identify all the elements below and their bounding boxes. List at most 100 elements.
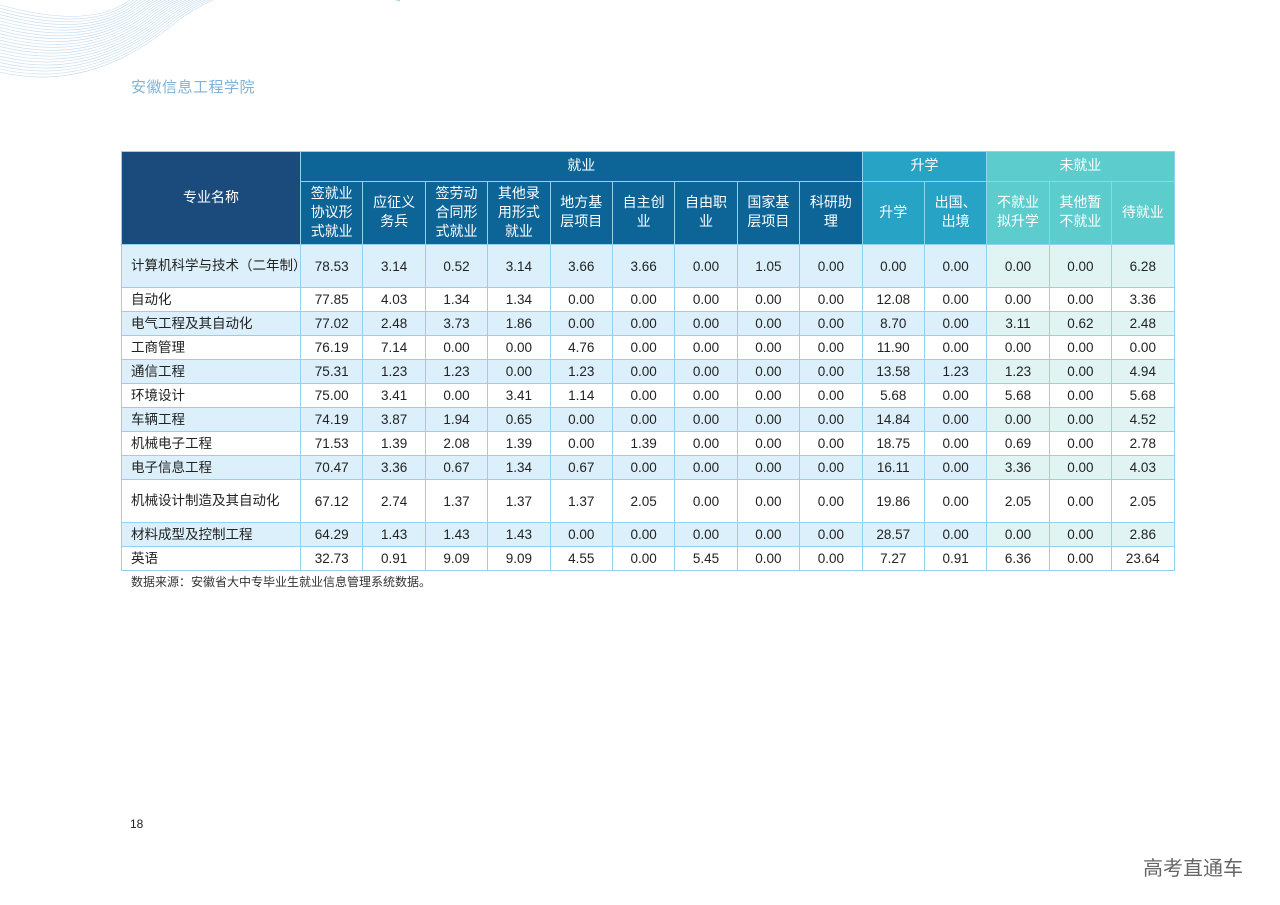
column-header: 其他录用形式就业 — [487, 181, 551, 245]
value-cell: 1.37 — [424, 479, 489, 523]
value-cell: 0.00 — [986, 407, 1050, 432]
value-cell: 0.00 — [1048, 522, 1113, 547]
value-cell: 3.66 — [549, 244, 613, 288]
value-cell: 0.00 — [611, 455, 676, 480]
value-cell: 0.00 — [611, 311, 676, 336]
value-cell: 0.00 — [549, 311, 613, 336]
wave-line — [0, 0, 155, 34]
value-cell: 0.00 — [923, 407, 988, 432]
value-cell: 0.00 — [736, 359, 801, 384]
value-cell: 1.86 — [487, 311, 551, 336]
value-cell: 0.00 — [1048, 546, 1113, 571]
value-cell: 0.00 — [799, 407, 863, 432]
value-cell: 0.00 — [736, 431, 801, 456]
wave-line — [0, 0, 131, 17]
value-cell: 3.73 — [424, 311, 489, 336]
value-cell: 2.48 — [362, 311, 426, 336]
value-cell: 0.00 — [736, 407, 801, 432]
value-cell: 0.00 — [1048, 479, 1113, 523]
group-header-employed: 就业 — [300, 151, 863, 182]
column-header: 升学 — [861, 181, 925, 245]
wave-line — [0, 0, 159, 37]
value-cell: 0.00 — [674, 287, 738, 312]
wave-line — [0, 0, 171, 45]
value-cell: 0.00 — [799, 546, 863, 571]
value-cell: 64.29 — [299, 522, 364, 547]
value-cell: 2.48 — [1111, 311, 1175, 336]
value-cell: 1.23 — [424, 359, 489, 384]
value-cell: 0.00 — [674, 383, 738, 408]
value-cell: 0.00 — [549, 431, 613, 456]
value-cell: 3.41 — [362, 383, 426, 408]
value-cell: 0.00 — [1048, 359, 1113, 384]
wave-line — [0, 0, 163, 39]
value-cell: 0.00 — [799, 244, 863, 288]
value-cell: 0.00 — [674, 455, 738, 480]
value-cell: 12.08 — [861, 287, 925, 312]
value-cell: 7.14 — [362, 335, 426, 360]
value-cell: 0.00 — [549, 287, 613, 312]
value-cell: 1.05 — [736, 244, 801, 288]
value-cell: 1.39 — [611, 431, 676, 456]
value-cell: 28.57 — [861, 522, 925, 547]
table-row: 英语 32.73 0.91 9.09 9.09 4.55 0.00 5.45 0.00 0.00 7… — [121, 546, 1175, 571]
column-header: 国家基层项目 — [736, 181, 801, 245]
value-cell: 0.62 — [1048, 311, 1113, 336]
column-header: 出国、出境 — [923, 181, 988, 245]
major-header: 专业名称 — [121, 151, 301, 245]
value-cell: 78.53 — [299, 244, 364, 288]
value-cell: 3.11 — [986, 311, 1050, 336]
group-header-further-study: 升学 — [861, 151, 988, 182]
value-cell: 6.36 — [986, 546, 1050, 571]
value-cell: 4.94 — [1111, 359, 1175, 384]
table-row: 电子信息工程 70.47 3.36 0.67 1.34 0.67 0.00 0.00 0.00 0… — [121, 455, 1175, 480]
value-cell: 6.28 — [1111, 244, 1175, 288]
wave-line — [0, 0, 139, 23]
major-name: 材料成型及控制工程 — [121, 522, 301, 547]
value-cell: 77.85 — [299, 287, 364, 312]
value-cell: 0.00 — [799, 431, 863, 456]
value-cell: 0.00 — [799, 359, 863, 384]
value-cell: 3.66 — [611, 244, 676, 288]
value-cell: 2.74 — [362, 479, 426, 523]
value-cell: 0.00 — [1111, 335, 1175, 360]
value-cell: 3.87 — [362, 407, 426, 432]
data-source-note: 数据来源：安徽省大中专毕业生就业信息管理系统数据。 — [131, 575, 432, 589]
value-cell: 16.11 — [861, 455, 925, 480]
value-cell: 0.00 — [986, 335, 1050, 360]
value-cell: 3.14 — [487, 244, 551, 288]
value-cell: 4.55 — [549, 546, 613, 571]
value-cell: 18.75 — [861, 431, 925, 456]
value-cell: 0.00 — [1048, 407, 1113, 432]
major-name: 英语 — [121, 546, 301, 571]
wave-line — [0, 0, 400, 78]
value-cell: 0.00 — [923, 479, 988, 523]
value-cell: 3.14 — [362, 244, 426, 288]
value-cell: 5.68 — [1111, 383, 1175, 408]
major-name: 通信工程 — [121, 359, 301, 384]
value-cell: 76.19 — [299, 335, 364, 360]
value-cell: 4.52 — [1111, 407, 1175, 432]
value-cell: 0.00 — [674, 479, 738, 523]
value-cell: 4.76 — [549, 335, 613, 360]
value-cell: 70.47 — [299, 455, 364, 480]
value-cell: 1.94 — [424, 407, 489, 432]
wave-line — [0, 0, 147, 28]
value-cell: 75.00 — [299, 383, 364, 408]
column-header: 其他暂不就业 — [1048, 181, 1113, 245]
value-cell: 0.67 — [424, 455, 489, 480]
major-name: 机械电子工程 — [121, 431, 301, 456]
wave-line — [0, 0, 183, 54]
value-cell: 5.68 — [861, 383, 925, 408]
watermark: 高考直通车 — [1143, 856, 1243, 880]
value-cell: 75.31 — [299, 359, 364, 384]
value-cell: 5.68 — [986, 383, 1050, 408]
decorative-wave-lines — [0, 0, 400, 78]
value-cell: 0.00 — [611, 546, 676, 571]
table-row: 计算机科学与技术（二年制） 78.53 3.14 0.52 3.14 3.66 3.66 0.… — [121, 244, 1175, 288]
value-cell: 0.00 — [487, 335, 551, 360]
wave-line — [0, 0, 135, 20]
value-cell: 0.69 — [986, 431, 1050, 456]
major-name: 电气工程及其自动化 — [121, 311, 301, 336]
value-cell: 1.23 — [986, 359, 1050, 384]
